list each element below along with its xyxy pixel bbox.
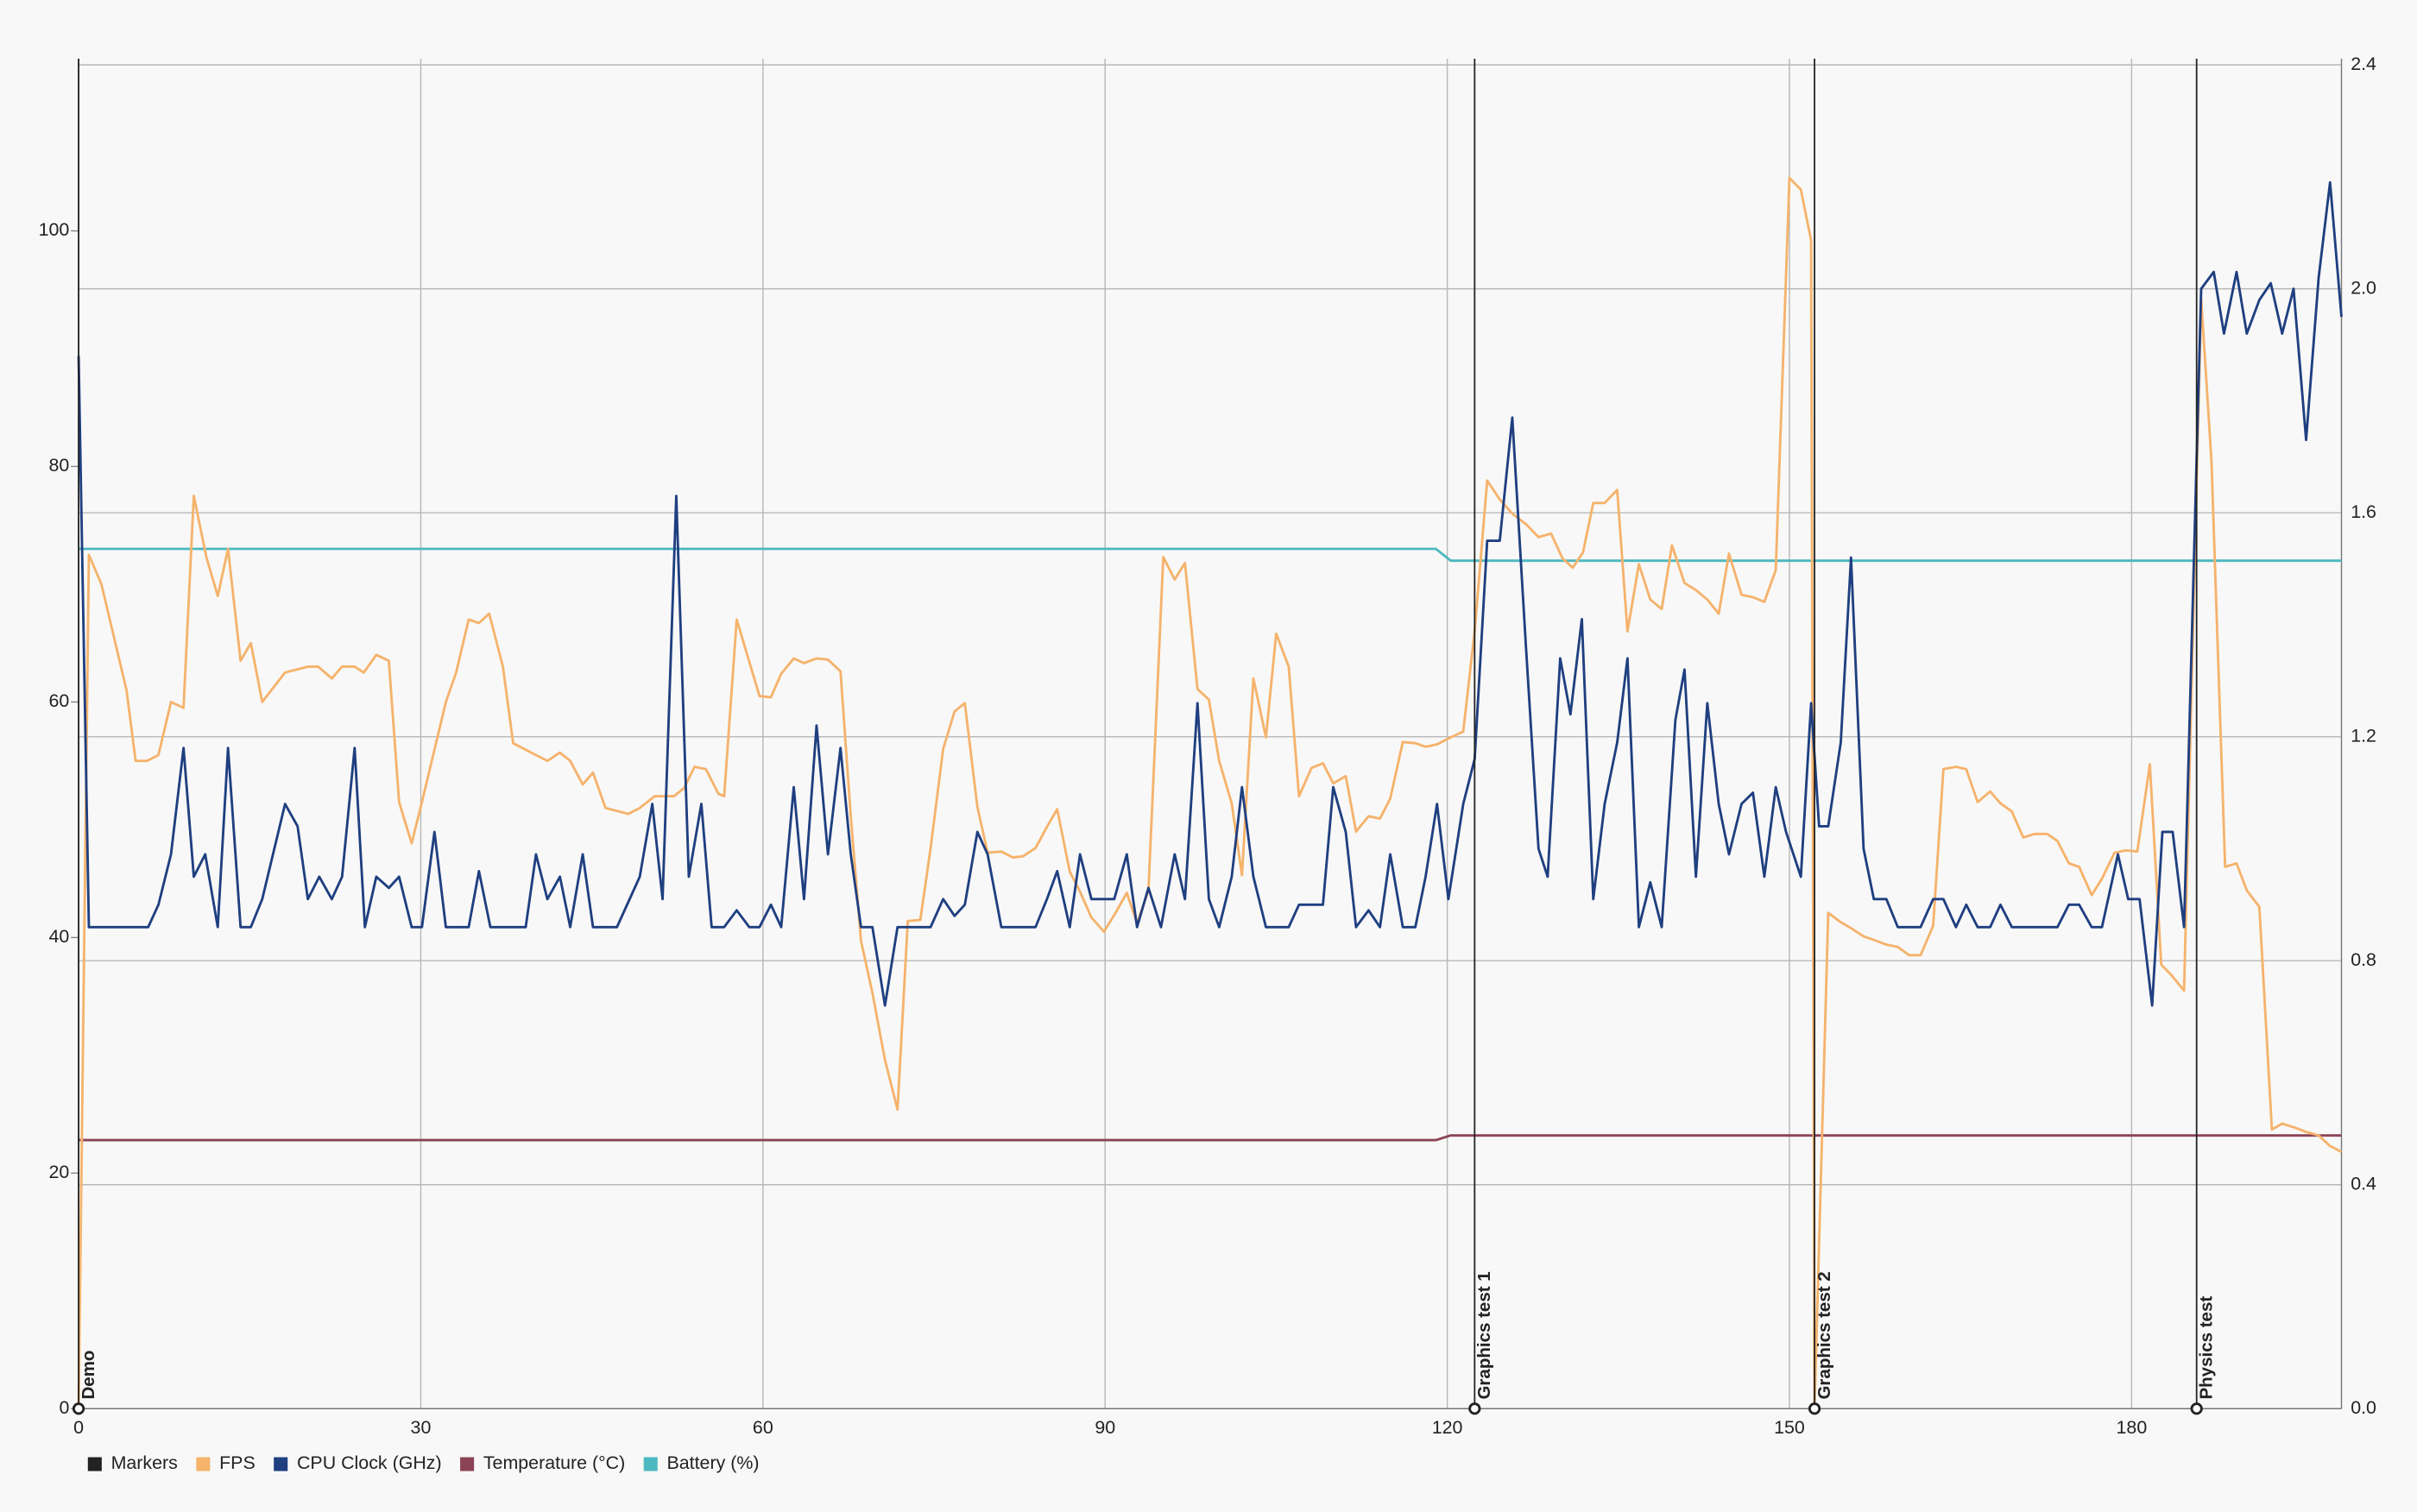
y2-tick-label: 0.4 — [2351, 1173, 2376, 1194]
series-line — [79, 547, 2342, 563]
x-tick-label: 0 — [73, 1417, 84, 1438]
marker-dot — [1468, 1402, 1481, 1415]
legend-label: Battery (%) — [666, 1452, 759, 1473]
y2-tick-label: 1.6 — [2351, 501, 2376, 522]
y2-tick-label: 1.2 — [2351, 725, 2376, 746]
x-tick-label: 90 — [1095, 1417, 1115, 1438]
y-tick-label: 100 — [39, 219, 70, 240]
y2-tick-label: 0.8 — [2351, 949, 2376, 970]
legend-label: CPU Clock (GHz) — [297, 1452, 442, 1473]
y-tick-label: 20 — [49, 1162, 70, 1182]
x-tick-label: 60 — [753, 1417, 773, 1438]
marker-label: Physics test — [2197, 1296, 2217, 1400]
y-tick-label: 60 — [49, 690, 70, 711]
y-tick-label: 0 — [59, 1397, 69, 1418]
legend-label: Temperature (°C) — [483, 1452, 625, 1473]
legend-swatch — [643, 1457, 658, 1471]
marker-dot — [2190, 1402, 2203, 1415]
x-tick-label: 30 — [411, 1417, 432, 1438]
x-tick-label: 150 — [1774, 1417, 1805, 1438]
x-tick-label: 180 — [2117, 1417, 2148, 1438]
y2-tick-label: 2.0 — [2351, 277, 2376, 298]
marker-label: Demo — [79, 1351, 98, 1400]
y2-tick-label: 0.0 — [2351, 1397, 2376, 1418]
y-tick-label: 80 — [49, 455, 70, 476]
marker-label: Graphics test 2 — [1814, 1271, 1834, 1399]
legend-label: Markers — [111, 1452, 178, 1473]
marker-label: Graphics test 1 — [1474, 1271, 1494, 1399]
x-tick-label: 120 — [1432, 1417, 1463, 1438]
marker-dot — [72, 1402, 85, 1415]
legend-swatch — [274, 1457, 288, 1471]
series-line — [79, 1134, 2342, 1142]
y-tick-label: 40 — [49, 926, 70, 947]
y2-tick-label: 2.4 — [2351, 54, 2376, 74]
series-line — [77, 176, 2343, 1410]
series-line — [77, 180, 2343, 1007]
legend-swatch — [196, 1457, 211, 1471]
marker-dot — [1808, 1402, 1821, 1415]
legend-swatch — [87, 1457, 102, 1471]
legend-label: FPS — [219, 1452, 256, 1473]
legend-swatch — [460, 1457, 475, 1471]
